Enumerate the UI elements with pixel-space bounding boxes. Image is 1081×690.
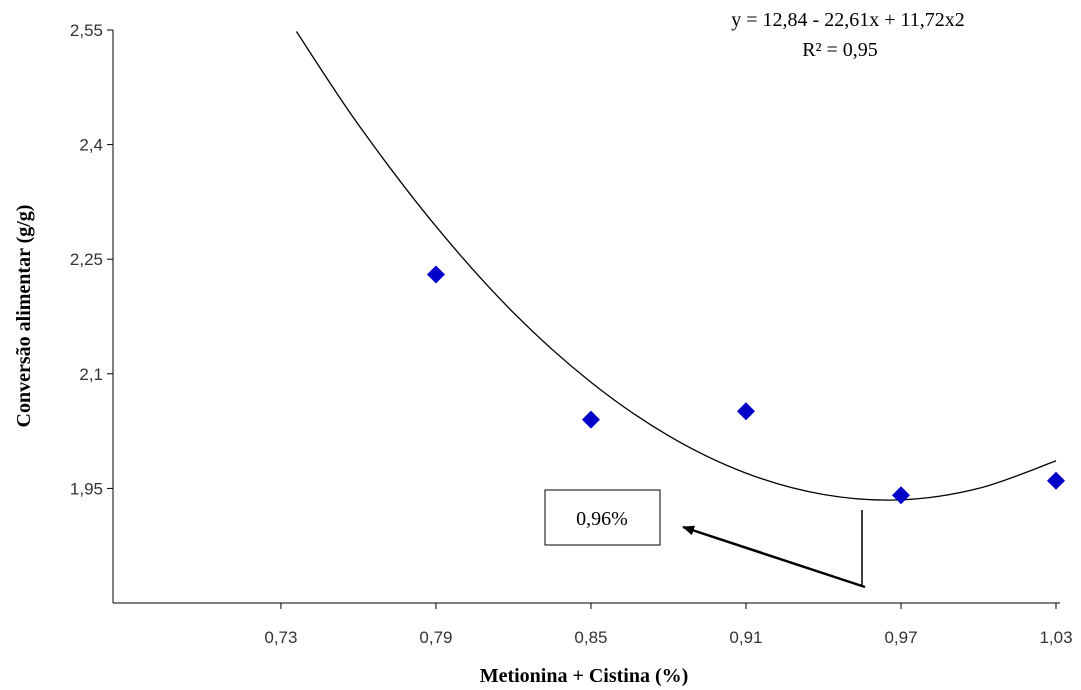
x-axis-title: Metionina + Cistina (%) <box>480 665 689 687</box>
y-tick-label: 2,25 <box>70 250 103 269</box>
y-tick-label: 1,95 <box>70 479 103 498</box>
annotation-text: 0,96% <box>576 508 628 530</box>
x-tick-label: 0,97 <box>884 628 917 647</box>
data-point <box>891 486 910 505</box>
x-tick-label: 0,79 <box>419 628 452 647</box>
data-point <box>1047 471 1065 490</box>
y-tick-label: 2,1 <box>79 365 103 384</box>
data-point <box>736 402 755 421</box>
arrow <box>682 525 866 589</box>
y-tick-label: 2,55 <box>70 21 103 40</box>
annotation-box <box>544 489 661 546</box>
x-tick-label: 0,73 <box>264 628 297 647</box>
x-tick-label: 1,03 <box>1039 628 1072 647</box>
y-axis-title: Conversão alimentar (g/g) <box>13 205 35 428</box>
data-point <box>426 265 445 284</box>
r-squared: R² = 0,95 <box>802 39 878 61</box>
equation: y = 12,84 - 22,61x + 11,72x2 <box>731 9 964 31</box>
x-tick-label: 0,85 <box>574 628 607 647</box>
data-point <box>581 410 600 429</box>
x-tick-label: 0,91 <box>729 628 762 647</box>
y-tick-label: 2,4 <box>79 136 103 155</box>
trend-line <box>295 31 1057 501</box>
